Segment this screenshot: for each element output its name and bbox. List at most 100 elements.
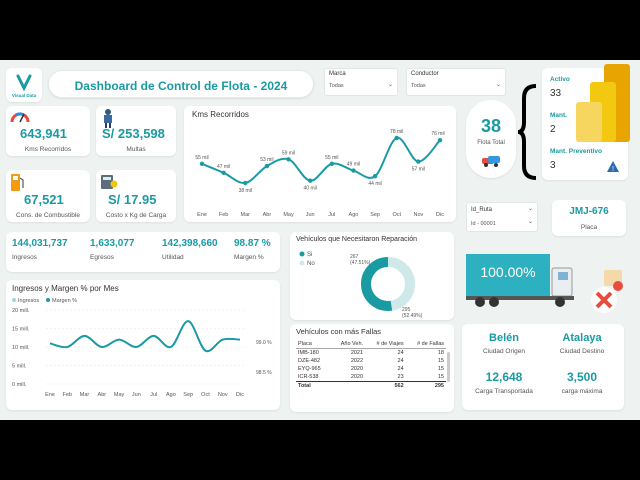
- fallas-table: Placa Año Veh. # de Viajes # de Fallas IMB-…: [296, 340, 446, 390]
- kms-point: [416, 159, 421, 164]
- kms-tick-label: Mar: [241, 212, 251, 218]
- table-header-row: Placa Año Veh. # de Viajes # de Fallas: [296, 340, 446, 349]
- kms-card: 643,941 Kms Recorridos: [6, 106, 90, 156]
- placa-label: Placa: [580, 224, 598, 231]
- x-tick-label: Dic: [236, 392, 244, 398]
- table-cell: IMB-180: [298, 350, 319, 356]
- table-scrollbar[interactable]: [447, 352, 450, 382]
- fuel-pump-icon: [11, 174, 24, 191]
- police-icon: [104, 109, 112, 128]
- table-total-row: Total 562 295: [296, 381, 446, 391]
- page-title: Dashboard de Control de Flota - 2024: [74, 79, 288, 93]
- kms-series-line: [201, 136, 441, 185]
- table-row[interactable]: ICR-538 2020 23 15: [296, 373, 446, 382]
- table-row[interactable]: IMB-180 2021 24 18: [296, 349, 446, 358]
- chevron-down-icon[interactable]: ⌄: [387, 82, 393, 88]
- table-row[interactable]: EYQ-965 2020 24 15: [296, 365, 446, 373]
- repair-card: Vehículos que Necesitaron Reparación Si N…: [290, 232, 454, 320]
- kms-chart-card: Kms Recorridos 55 mil Ene 47 mil Feb 38 mil M…: [184, 106, 456, 222]
- origen-value: Belén: [489, 332, 519, 344]
- ingresos-line-chart: Ingresos Margen % 0 mill. 5 mill. 10 mill. 15…: [12, 298, 272, 398]
- legend-label: No: [307, 261, 315, 267]
- maintenance-icon: !: [607, 161, 619, 173]
- table-cell: 18: [437, 350, 444, 356]
- x-tick-label: Jul: [150, 392, 157, 398]
- fallas-title: Vehículos con más Fallas: [296, 327, 382, 336]
- fallas-table-card: Vehículos con más Fallas Placa Año Veh. # …: [290, 324, 454, 412]
- marca-slicer-value: Todas: [329, 83, 344, 89]
- flota-value: 38: [480, 116, 502, 136]
- table-row[interactable]: DZE-482 2022 24 15: [296, 357, 446, 365]
- column-header[interactable]: # de Viajes: [365, 340, 406, 349]
- total-cell: Total: [298, 383, 311, 389]
- chevron-down-icon[interactable]: ⌄: [495, 82, 501, 88]
- kms-tick-label: Ago: [349, 212, 359, 218]
- truck-graphic: 100.00%: [466, 252, 578, 308]
- chevron-down-icon[interactable]: ⌄: [527, 219, 533, 225]
- kms-tick-label: Feb: [219, 212, 228, 218]
- logo-text: Visual Data: [11, 93, 37, 98]
- destino-label: Ciudad Destino: [559, 348, 605, 355]
- x-tick-label: Nov: [218, 392, 228, 398]
- legend-marker: [299, 260, 305, 266]
- kms-point: [437, 137, 443, 143]
- kms-point: [372, 174, 378, 179]
- gauge-icon: [10, 112, 30, 123]
- table-cell: 2022: [350, 358, 364, 364]
- legend-marker: [299, 251, 305, 257]
- conductor-slicer[interactable]: Conductor Todas ⌄: [406, 68, 506, 96]
- costo-card: S/ 17.95 Costo x Kg de Carga: [96, 170, 176, 222]
- chevron-down-icon[interactable]: ⌄: [527, 206, 533, 212]
- table-cell: DZE-482: [298, 358, 321, 364]
- alert-badge: [584, 268, 626, 314]
- kms-point: [307, 178, 313, 183]
- finance-card: 144,031,737 Ingresos 1,633,077 Egresos 142,3…: [6, 232, 280, 272]
- kms-tick-label: Sep: [370, 212, 380, 218]
- id-ruta-slicer[interactable]: Id_Ruta Id - 00001 ⌄ ⌄: [466, 202, 538, 232]
- marca-slicer[interactable]: Marca Todas ⌄: [324, 68, 398, 96]
- costo-label: Costo x Kg de Carga: [105, 212, 167, 219]
- y-tick-label: 10 mill.: [12, 345, 30, 351]
- table-cell: 15: [437, 358, 444, 364]
- y-tick-label: 0 mill.: [12, 382, 27, 388]
- total-cell: [331, 382, 365, 391]
- combustible-card: 67,521 Cons. de Combustible: [6, 170, 90, 222]
- y-tick-label: 15 mill.: [12, 327, 30, 333]
- table-cell: 2020: [350, 366, 364, 372]
- column-header[interactable]: Año Veh.: [330, 340, 366, 349]
- ingresos-chart-title: Ingresos y Margen % por Mes: [12, 284, 119, 293]
- kms-tick-label: Nov: [413, 212, 423, 218]
- table-cell: 24: [397, 366, 404, 372]
- table-cell: 23: [397, 374, 404, 380]
- ingresos-series-line: [49, 320, 241, 353]
- table-cell: 24: [397, 350, 404, 356]
- kms-data-label: 47 mil: [217, 164, 230, 170]
- kms-data-label: 53 mil: [260, 157, 273, 163]
- table-cell: EYQ-965: [298, 366, 321, 372]
- mant-value: 2: [550, 124, 556, 135]
- ingresos-chart-card: Ingresos y Margen % por Mes Ingresos Marg…: [6, 280, 280, 410]
- x-tick-label: Abr: [98, 392, 107, 398]
- costo-value: S/ 17.95: [108, 192, 157, 207]
- maxima-label: carga máxima: [561, 388, 603, 395]
- kms-tick-label: Abr: [263, 212, 272, 218]
- kms-tick-label: May: [283, 212, 294, 218]
- kms-tick-label: Jul: [328, 212, 335, 218]
- kms-value: 643,941: [20, 126, 67, 141]
- kms-data-label: 55 mil: [195, 155, 208, 161]
- column-header[interactable]: # de Fallas: [405, 340, 446, 349]
- x-tick-label: Mar: [80, 392, 90, 398]
- no-load-icon: [591, 270, 623, 313]
- finance-label: Margen %: [234, 254, 264, 261]
- finance-label: Egresos: [90, 254, 114, 261]
- x-tick-label: Jun: [132, 392, 141, 398]
- kms-data-label: 59 mil: [282, 150, 295, 156]
- total-cell: 295: [434, 383, 444, 389]
- column-header[interactable]: Placa: [296, 340, 331, 349]
- finance-value: 98.87 %: [234, 238, 271, 249]
- flota-card: 38 Flota Total: [466, 100, 516, 178]
- kms-data-label: 40 mil: [304, 186, 317, 192]
- kms-tick-label: Dic: [436, 212, 444, 218]
- origen-label: Ciudad Origen: [483, 348, 525, 355]
- table-cell: 15: [437, 366, 444, 372]
